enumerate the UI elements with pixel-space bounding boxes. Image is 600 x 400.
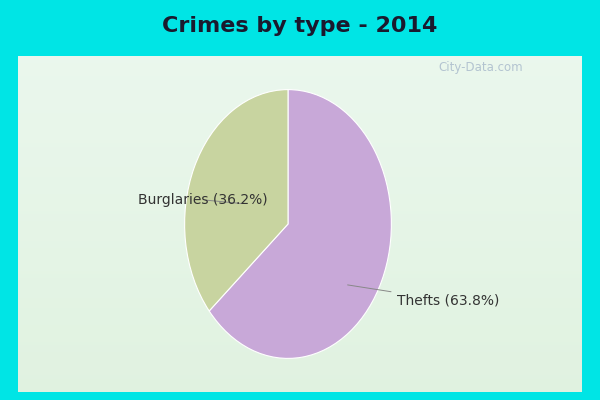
Text: City-Data.com: City-Data.com [438, 62, 523, 74]
Wedge shape [185, 90, 288, 311]
Text: Thefts (63.8%): Thefts (63.8%) [347, 285, 499, 308]
Text: Burglaries (36.2%): Burglaries (36.2%) [138, 193, 268, 207]
Wedge shape [209, 90, 391, 358]
Text: Crimes by type - 2014: Crimes by type - 2014 [163, 16, 437, 36]
